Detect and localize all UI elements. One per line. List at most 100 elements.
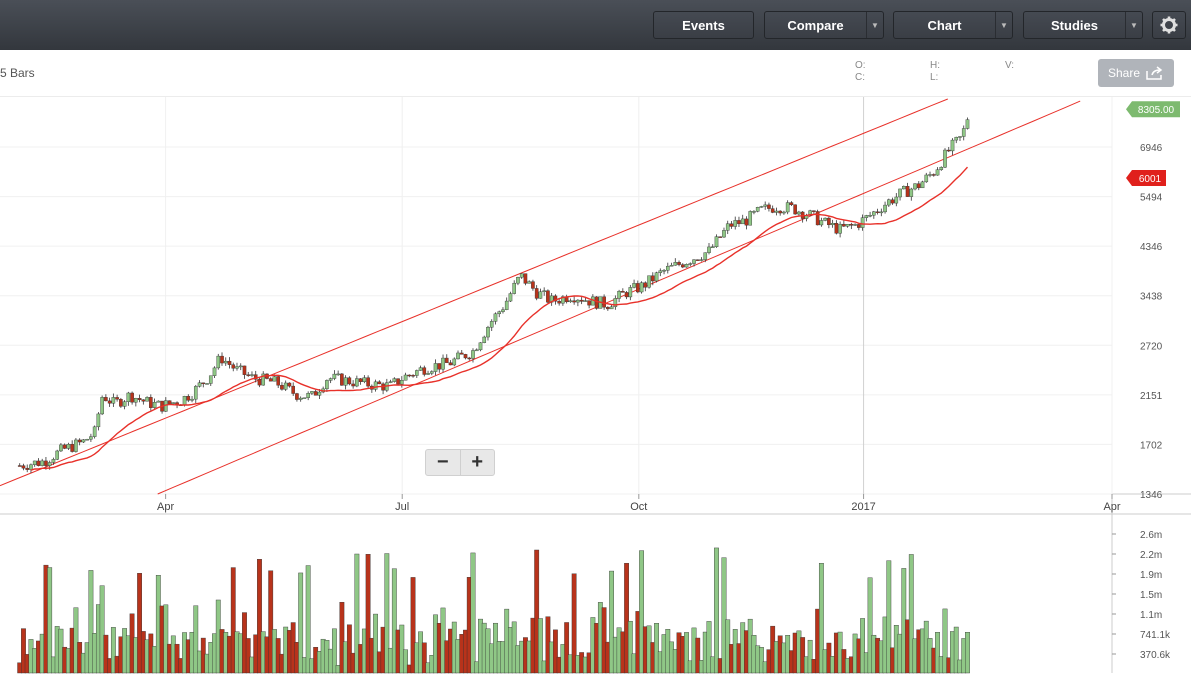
volume-bar: [331, 628, 337, 674]
candle-body: [208, 375, 213, 384]
candle-body: [916, 183, 921, 189]
candle-body: [235, 366, 239, 369]
compare-button[interactable]: Compare ▼: [764, 11, 884, 39]
candle-body: [860, 217, 865, 228]
candle-body: [62, 444, 67, 449]
candle-body: [119, 399, 123, 407]
volume-bar: [601, 607, 607, 674]
candle-body: [182, 396, 187, 405]
candle-body: [291, 385, 295, 394]
candle-body: [295, 393, 299, 400]
candle-body: [358, 378, 363, 382]
zoom-out-button[interactable]: −: [426, 450, 461, 475]
candle-body: [223, 360, 228, 364]
volume-bar: [421, 642, 427, 674]
candle-body: [238, 365, 243, 368]
volume-bars: [17, 547, 970, 674]
candle-body: [759, 206, 764, 208]
candle-body: [471, 350, 475, 359]
candle-body: [752, 211, 756, 213]
candle-body: [51, 459, 56, 463]
chart-button[interactable]: Chart ▼: [893, 11, 1013, 39]
candle-body: [677, 262, 681, 265]
candle-body: [621, 291, 625, 293]
volume-bar: [110, 627, 116, 674]
x-tick-label: Oct: [630, 501, 647, 513]
candle-body: [343, 377, 348, 386]
volume-bar: [860, 618, 865, 674]
candle-body: [130, 392, 134, 403]
candle-body: [115, 397, 119, 400]
x-tick-label: Jul: [395, 501, 409, 513]
candle-body: [834, 222, 839, 234]
volume-bar: [609, 570, 615, 674]
volume-label: V:: [1005, 60, 1015, 71]
candle-body: [463, 354, 468, 359]
chevron-down-icon[interactable]: ▼: [995, 12, 1012, 38]
candle-body: [17, 465, 22, 467]
candle-body: [407, 374, 412, 377]
chevron-down-icon[interactable]: ▼: [1125, 12, 1142, 38]
candle-body: [830, 222, 835, 226]
candle-body: [913, 183, 917, 190]
settings-button[interactable]: [1152, 11, 1186, 39]
chevron-down-icon[interactable]: ▼: [866, 12, 883, 38]
candle-body: [793, 204, 797, 215]
zoom-in-button[interactable]: +: [471, 451, 484, 473]
candle-body: [261, 373, 266, 386]
candle-body: [774, 210, 779, 213]
candle-body: [602, 296, 606, 308]
volume-bar: [538, 618, 543, 674]
volume-tick-label: 2.2m: [1140, 550, 1162, 561]
candle-body: [872, 211, 876, 216]
candle-body: [546, 290, 550, 303]
candle-body: [474, 349, 479, 352]
candle-body: [819, 220, 824, 226]
studies-label: Studies: [1051, 17, 1098, 33]
candle-body: [531, 281, 535, 289]
volume-tick-label: 1.5m: [1140, 590, 1162, 601]
low-label: L:: [930, 72, 939, 83]
volume-bar: [721, 557, 727, 674]
share-button[interactable]: Share: [1098, 59, 1174, 87]
candle-body: [658, 270, 663, 273]
candle-body: [197, 382, 202, 387]
candle-body: [538, 291, 543, 299]
candle-body: [40, 460, 44, 466]
candle-body: [193, 386, 198, 400]
candle-body: [66, 443, 71, 449]
candle-body: [77, 439, 82, 443]
candle-body: [366, 377, 370, 387]
candle-body: [246, 374, 251, 376]
volume-bar: [935, 632, 940, 674]
candle-body: [651, 275, 655, 282]
candle-body: [725, 223, 730, 231]
candle-body: [883, 204, 887, 213]
volume-bar: [365, 554, 371, 674]
studies-button[interactable]: Studies ▼: [1023, 11, 1143, 39]
volume-bar: [257, 559, 262, 674]
candle-body: [797, 211, 801, 215]
candle-body: [340, 373, 344, 386]
candle-body: [152, 401, 157, 408]
candle-body: [662, 270, 666, 272]
candle-body: [770, 208, 775, 213]
candle-body: [737, 220, 741, 225]
volume-bar: [88, 570, 94, 674]
candle-body: [489, 321, 494, 328]
candle-body: [853, 224, 857, 226]
candle-body: [415, 370, 419, 376]
candle-body: [561, 296, 565, 304]
ma-badge-bg: [1126, 169, 1166, 186]
info-bar: [0, 50, 1191, 97]
share-label: Share: [1107, 66, 1141, 80]
top-toolbar: Events Compare ▼ Chart ▼ Studies ▼: [0, 0, 1191, 50]
candle-body: [733, 220, 738, 227]
events-button[interactable]: Events: [653, 11, 754, 39]
candle-body: [894, 196, 899, 204]
candle-body: [703, 252, 708, 260]
candle-body: [767, 204, 771, 209]
candle-body: [96, 413, 101, 428]
candle-body: [493, 313, 498, 322]
